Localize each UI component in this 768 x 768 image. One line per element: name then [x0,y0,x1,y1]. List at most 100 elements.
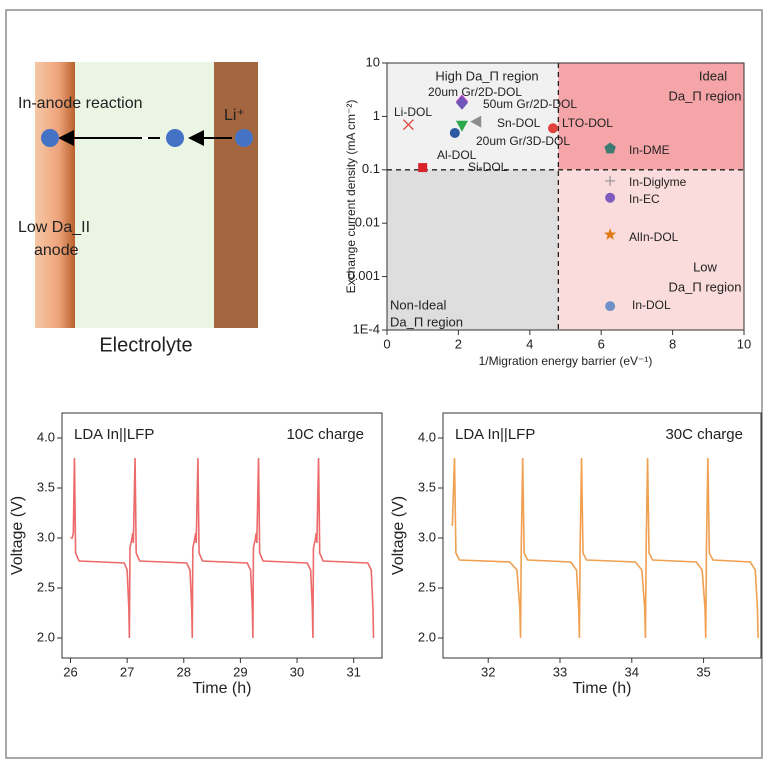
marker-shape [449,127,460,138]
region-label: Da_Π region [669,88,742,103]
anode-label: Low Da_II [18,219,90,236]
marker-shape [470,115,482,128]
marker [455,95,468,110]
y-tick-label: 3.0 [418,529,436,544]
x-tick-label: 33 [553,664,567,679]
chart-title: LDA In||LFP [74,426,154,443]
marker-shape [455,95,468,110]
point-label: 20um Gr/3D-DOL [476,134,570,148]
y-tick-label: 10 [366,54,380,69]
region-label: Da_Π region [390,314,463,329]
point-label: In-DOL [632,298,671,312]
cathode [214,62,258,328]
y-tick-label: 4.0 [37,429,55,444]
marker-shape [605,301,616,312]
marker [402,119,414,131]
marker-shape [605,175,616,186]
y-tick-label: 2.0 [418,629,436,644]
marker [605,192,616,203]
y-tick-label: 2.0 [37,629,55,644]
x-axis-label: Time (h) [573,680,632,697]
x-tick-label: 6 [598,336,605,351]
x-tick-label: 29 [233,664,247,679]
ion-label: Li⁺ [224,107,245,124]
electrolyte-label: Electrolyte [99,334,192,356]
region [558,169,744,330]
point-label: Li-DOL [394,105,432,119]
y-axis-label: Voltage (V) [390,496,407,575]
anode-label: anode [34,242,79,259]
plot-frame [386,62,745,331]
y-tick-label: 3.5 [418,479,436,494]
region [558,63,744,170]
x-tick-label: 34 [625,664,639,679]
plot-frame [442,412,762,659]
marker-shape [605,192,616,203]
x-tick-label: 30 [290,664,304,679]
marker [449,127,460,138]
y-tick-label: 4.0 [418,429,436,444]
marker [605,175,616,186]
point-label: 20um Gr/2D-DOL [428,85,522,99]
point-label: 50um Gr/2D-DOL [483,97,577,111]
point-label: In-EC [629,192,660,206]
y-tick-label: 1 [373,108,380,123]
y-tick-label: 3.5 [37,479,55,494]
voltage-line [70,457,375,639]
electrolyte [75,62,215,328]
marker-shape [455,120,468,132]
region-label: Non-Ideal [390,297,446,312]
voltage-line [451,457,759,639]
point-label: In-Diglyme [629,175,687,189]
x-tick-label: 4 [526,336,533,351]
marker [605,301,616,312]
y-tick-label: 0.01 [355,215,380,230]
annotation: 10C charge [286,426,364,443]
y-tick-label: 0.001 [347,268,380,283]
marker [418,163,428,173]
point-label: Sn-DOL [497,116,541,130]
marker-shape [604,142,616,154]
point-label: Si-DOL [468,160,508,174]
marker-shape [603,228,617,240]
frame [5,9,763,759]
ion [41,129,59,147]
region [387,169,559,330]
x-tick-label: 0 [383,336,390,351]
marker-shape [418,163,428,173]
region-label: High Da_Π region [435,68,538,83]
point-label: In-DME [629,143,670,157]
region [387,63,559,170]
marker [548,123,559,134]
anode [35,62,75,328]
ion [235,129,253,147]
schematic: In-anode reaction Li⁺ Low Da_II anode El… [18,62,258,356]
region-label: Low [693,259,717,274]
x-tick-label: 26 [63,664,77,679]
x-tick-label: 8 [669,336,676,351]
point-label: LTO-DOL [562,116,613,130]
x-axis-label: 1/Migration energy barrier (eV⁻¹) [479,354,653,368]
y-tick-label: 3.0 [37,529,55,544]
annotation: 30C charge [665,426,743,443]
y-tick-label: 1E-4 [353,321,380,336]
x-tick-label: 28 [177,664,191,679]
x-tick-label: 32 [481,664,495,679]
reaction-label: In-anode reaction [18,95,143,112]
chart-title: LDA In||LFP [455,426,535,443]
y-axis-label: Exchange current density (mA cm⁻²) [344,100,358,294]
marker [603,228,617,240]
region-label: Ideal [699,68,727,83]
y-tick-label: 2.5 [37,579,55,594]
point-label: Al-DOL [437,148,477,162]
y-axis-label: Voltage (V) [9,496,26,575]
x-tick-label: 27 [120,664,134,679]
marker-shape [548,123,559,134]
x-tick-label: 2 [455,336,462,351]
marker [470,115,482,128]
region-label: Da_Π region [669,279,742,294]
y-tick-label: 0.1 [362,161,380,176]
plot-frame [61,412,383,659]
marker-shape [402,119,414,131]
